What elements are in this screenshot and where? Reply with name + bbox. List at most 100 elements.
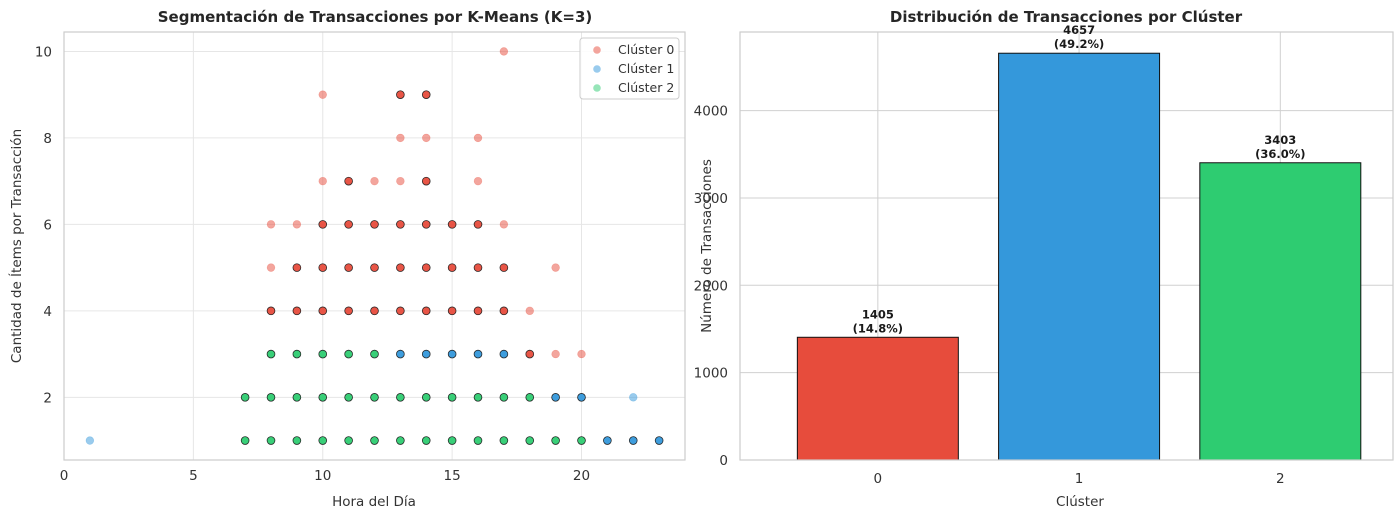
scatter-xtick-label: 20 (573, 468, 590, 484)
scatter-point-cluster-1 (499, 349, 509, 359)
scatter-point-cluster-0 (318, 90, 327, 99)
scatter-point-cluster-2 (370, 436, 379, 445)
scatter-point-cluster-2 (292, 349, 302, 359)
scatter-ytick-label: 2 (43, 390, 52, 406)
scatter-point-cluster-0 (318, 306, 328, 316)
scatter-point-cluster-0 (499, 306, 509, 316)
scatter-point-cluster-2 (240, 393, 250, 402)
bar-ytick-label: 4000 (694, 104, 728, 120)
scatter-xtick-label: 0 (60, 468, 69, 484)
scatter-ytick-label: 10 (35, 44, 52, 60)
bar-title: Distribución de Transacciones por Clúste… (890, 8, 1243, 26)
scatter-point-cluster-1 (629, 393, 638, 402)
scatter-point-cluster-2 (292, 436, 302, 445)
scatter-point-cluster-0 (266, 306, 276, 316)
scatter-xtick-label: 10 (314, 468, 331, 484)
scatter-point-cluster-0 (525, 349, 535, 359)
scatter-point-cluster-0 (421, 220, 431, 229)
bar-cluster-0 (796, 336, 959, 461)
scatter-point-cluster-0 (370, 220, 379, 229)
scatter-point-cluster-0 (344, 306, 353, 316)
scatter-point-cluster-0 (551, 349, 560, 359)
scatter-point-cluster-1 (551, 393, 560, 402)
scatter-point-cluster-2 (577, 436, 586, 445)
scatter-point-cluster-2 (344, 436, 353, 445)
legend-label-cluster-1: Clúster 1 (618, 61, 674, 76)
scatter-point-cluster-0 (422, 133, 431, 143)
scatter-point-cluster-0 (370, 263, 379, 272)
scatter-chart: Segmentación de Transacciones por K-Mean… (8, 8, 686, 510)
scatter-xlabel: Hora del Día (332, 494, 416, 510)
scatter-point-cluster-1 (396, 349, 405, 359)
scatter-point-cluster-0 (396, 176, 405, 186)
scatter-point-cluster-2 (370, 349, 379, 359)
scatter-ytick-label: 4 (43, 304, 52, 320)
scatter-point-cluster-0 (473, 133, 483, 143)
scatter-point-cluster-0 (344, 176, 353, 186)
scatter-point-cluster-0 (318, 220, 328, 229)
scatter-points (85, 47, 664, 445)
scatter-point-cluster-2 (421, 393, 431, 402)
scatter-point-cluster-0 (266, 263, 276, 272)
scatter-point-cluster-0 (292, 306, 302, 316)
scatter-point-cluster-0 (473, 220, 483, 229)
bar-value-label: 3403 (1264, 133, 1296, 147)
scatter-ticks: 0 5 10 15 20 2 4 6 8 10 (35, 44, 590, 484)
scatter-point-cluster-1 (447, 349, 457, 359)
scatter-point-cluster-0 (292, 263, 302, 272)
scatter-point-cluster-0 (421, 176, 431, 186)
scatter-point-cluster-2 (421, 436, 431, 445)
legend-marker-cluster-0 (593, 46, 601, 54)
scatter-point-cluster-0 (292, 220, 302, 229)
bar-ytick-label: 2000 (694, 278, 728, 294)
scatter-point-cluster-1 (473, 349, 483, 359)
scatter-title: Segmentación de Transacciones por K-Mean… (158, 8, 593, 26)
scatter-point-cluster-2 (396, 393, 405, 402)
legend-label-cluster-2: Clúster 2 (618, 80, 674, 95)
scatter-point-cluster-2 (344, 349, 353, 359)
scatter-xtick-label: 15 (444, 468, 461, 484)
scatter-point-cluster-2 (396, 436, 405, 445)
scatter-plot-frame (63, 31, 686, 461)
scatter-point-cluster-2 (473, 393, 483, 402)
scatter-point-cluster-2 (499, 436, 509, 445)
bar-ylabel: Número de Transacciones (699, 159, 715, 333)
scatter-point-cluster-1 (577, 393, 586, 402)
scatter-point-cluster-0 (318, 176, 327, 186)
scatter-point-cluster-2 (473, 436, 483, 445)
scatter-point-cluster-0 (577, 349, 586, 359)
bar-cluster-2 (1199, 162, 1362, 461)
bar-ticks: 0 1000 2000 3000 4000 0 1 2 (694, 104, 1285, 487)
scatter-point-cluster-2 (499, 393, 509, 402)
legend-marker-cluster-2 (593, 84, 601, 92)
bar-xlabel: Clúster (1056, 494, 1104, 510)
scatter-point-cluster-0 (473, 306, 483, 316)
scatter-point-cluster-0 (421, 263, 431, 272)
scatter-point-cluster-2 (318, 349, 328, 359)
scatter-legend: Clúster 0 Clúster 1 Clúster 2 (579, 37, 680, 100)
scatter-point-cluster-2 (240, 436, 250, 445)
scatter-point-cluster-1 (654, 436, 664, 445)
scatter-point-cluster-0 (396, 263, 405, 272)
scatter-point-cluster-2 (266, 349, 276, 359)
scatter-point-cluster-0 (499, 263, 509, 272)
scatter-point-cluster-1 (603, 436, 612, 445)
scatter-point-cluster-2 (292, 393, 302, 402)
scatter-ylabel: Cantidad de Ítems por Transacción (8, 129, 25, 363)
scatter-point-cluster-2 (525, 436, 535, 445)
legend-box (579, 37, 680, 100)
scatter-point-cluster-0 (499, 220, 509, 229)
scatter-point-cluster-0 (447, 220, 457, 229)
scatter-point-cluster-2 (447, 393, 457, 402)
bar-value-labels: 1405(14.8%) 4657(49.2%) 3403(36.0%) (853, 23, 1306, 335)
bar-percent-label: (36.0%) (1255, 147, 1305, 161)
scatter-point-cluster-0 (421, 306, 431, 316)
scatter-point-cluster-0 (396, 306, 405, 316)
scatter-point-cluster-2 (551, 436, 560, 445)
scatter-point-cluster-0 (370, 176, 379, 186)
scatter-point-cluster-0 (447, 263, 457, 272)
bar-xtick-label: 2 (1276, 471, 1285, 487)
scatter-point-cluster-0 (551, 263, 560, 272)
bar-cluster-1 (998, 52, 1161, 461)
